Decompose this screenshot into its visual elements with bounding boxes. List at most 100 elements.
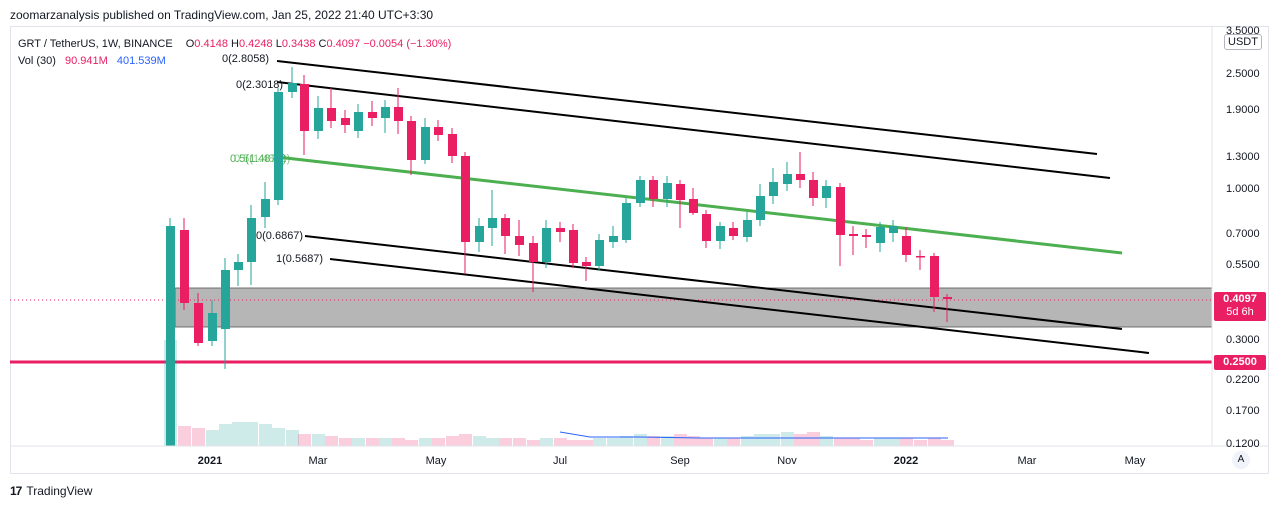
candle-body[interactable]	[569, 230, 578, 263]
candle-body[interactable]	[702, 214, 711, 241]
channel-midline[interactable]	[276, 155, 1123, 255]
channel-lower-1[interactable]	[304, 235, 1123, 330]
candle-body[interactable]	[862, 235, 871, 237]
volume-ma-value: 401.539M	[116, 55, 166, 67]
candle-body[interactable]	[889, 226, 898, 233]
volume-bar	[392, 438, 405, 446]
candle-body[interactable]	[221, 270, 230, 329]
symbol-title[interactable]: GRT / TetherUS, 1W, BINANCE	[18, 38, 173, 50]
support-level-tag: 0.2500	[1214, 355, 1266, 370]
candle-body[interactable]	[756, 196, 765, 220]
candle-body[interactable]	[876, 227, 885, 243]
candle-body[interactable]	[542, 228, 551, 262]
time-tick-label: 2022	[894, 455, 918, 467]
candle-body[interactable]	[381, 107, 390, 118]
tradingview-logo[interactable]: 17 TradingView	[10, 484, 92, 498]
candle-body[interactable]	[663, 183, 672, 199]
candle-body[interactable]	[595, 240, 604, 266]
chart-frame[interactable]	[10, 26, 1269, 474]
auto-scale-button[interactable]: A	[1232, 451, 1250, 469]
candle-body[interactable]	[180, 230, 189, 303]
time-axis[interactable]: 2021 Mar May Jul Sep Nov 2022 Mar May	[198, 455, 1146, 467]
candle-body[interactable]	[796, 174, 805, 180]
price-tick-label: 2.5000	[1226, 68, 1260, 80]
open-label: O	[185, 38, 195, 50]
candle-body[interactable]	[529, 243, 538, 262]
candle-body[interactable]	[836, 187, 845, 235]
candle-body[interactable]	[327, 108, 336, 121]
volume-bar	[405, 440, 418, 446]
fib-label: 0(0.6867)	[256, 230, 303, 242]
volume-bar	[754, 434, 767, 446]
candle-body[interactable]	[407, 121, 416, 160]
volume-bar	[767, 434, 780, 446]
volume-bar	[794, 434, 807, 446]
candle-body[interactable]	[769, 182, 778, 196]
candle-body[interactable]	[394, 107, 403, 121]
volume-bar	[647, 436, 660, 446]
volume-bar	[634, 434, 647, 446]
candles[interactable]	[166, 67, 952, 446]
volume-bar	[206, 430, 219, 446]
candle-body[interactable]	[809, 180, 818, 198]
candle-body[interactable]	[676, 184, 685, 200]
candle-body[interactable]	[822, 186, 831, 198]
volume-value: 90.941M	[64, 55, 108, 67]
candle-body[interactable]	[689, 199, 698, 213]
candle-body[interactable]	[556, 228, 565, 232]
candle-body[interactable]	[729, 228, 738, 236]
candle-body[interactable]	[274, 92, 283, 200]
candle-body[interactable]	[288, 83, 297, 92]
candle-body[interactable]	[716, 226, 725, 241]
candle-body[interactable]	[234, 262, 243, 270]
volume-bar	[459, 434, 472, 446]
volume-label[interactable]: Vol (30)	[18, 55, 56, 67]
candle-body[interactable]	[743, 220, 752, 237]
candle-body[interactable]	[849, 234, 858, 236]
candle-body[interactable]	[261, 199, 270, 217]
candle-body[interactable]	[943, 297, 952, 299]
candle-body[interactable]	[582, 262, 591, 266]
candle-body[interactable]	[448, 134, 457, 156]
candle-body[interactable]	[930, 256, 939, 297]
candle-body[interactable]	[434, 127, 443, 135]
volume-bar	[928, 438, 941, 446]
currency-button[interactable]: USDT	[1224, 34, 1262, 50]
candle-body[interactable]	[354, 112, 363, 131]
last-price-tag: 0.4097 5d 6h	[1214, 292, 1266, 321]
candle-body[interactable]	[783, 174, 792, 184]
candle-body[interactable]	[247, 218, 256, 262]
candle-body[interactable]	[515, 236, 524, 245]
price-axis[interactable]: 3.50002.50001.90001.30001.00000.70000.55…	[1226, 25, 1260, 450]
candle-body[interactable]	[609, 236, 618, 242]
volume-bar	[593, 438, 606, 446]
candle-body[interactable]	[622, 203, 631, 240]
candle-body[interactable]	[341, 118, 350, 125]
channel-upper-1[interactable]	[276, 60, 1098, 155]
candle-body[interactable]	[421, 127, 430, 160]
candle-body[interactable]	[475, 226, 484, 242]
last-price-value: 0.4097	[1223, 293, 1257, 305]
candle-body[interactable]	[208, 313, 217, 341]
fib-label: 0(2.8058)	[222, 53, 269, 65]
candle-body[interactable]	[314, 108, 323, 131]
candle-body[interactable]	[649, 180, 658, 199]
candle-body[interactable]	[636, 180, 645, 203]
candle-body[interactable]	[300, 84, 309, 131]
candle-body[interactable]	[501, 218, 510, 236]
candle-body[interactable]	[368, 112, 377, 118]
candle-body[interactable]	[461, 156, 470, 242]
candle-body[interactable]	[166, 226, 175, 446]
volume-bar	[860, 440, 873, 446]
channel-upper-2[interactable]	[276, 81, 1111, 179]
change-value: −0.0054 (−1.30%)	[363, 38, 452, 50]
volume-bar	[286, 430, 299, 446]
candle-body[interactable]	[916, 256, 925, 258]
candle-body[interactable]	[902, 236, 911, 255]
volume-bar	[700, 438, 713, 446]
volume-bar	[900, 438, 913, 446]
candle-body[interactable]	[194, 303, 203, 343]
channel-lower-2[interactable]	[329, 258, 1150, 354]
candle-body[interactable]	[488, 218, 497, 228]
